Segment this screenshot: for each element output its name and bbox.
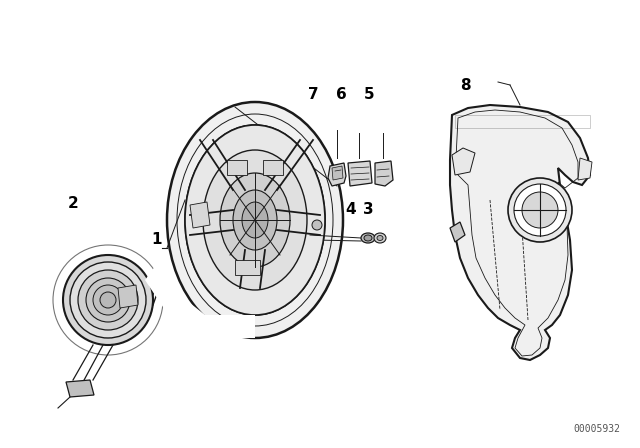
Ellipse shape [220, 173, 290, 267]
Ellipse shape [167, 102, 343, 338]
Text: 6: 6 [336, 86, 346, 102]
Polygon shape [375, 161, 393, 186]
Ellipse shape [63, 255, 153, 345]
Polygon shape [450, 222, 465, 242]
Text: 1: 1 [152, 232, 162, 247]
Ellipse shape [100, 292, 116, 308]
Ellipse shape [78, 270, 138, 330]
Ellipse shape [70, 262, 146, 338]
Polygon shape [227, 160, 247, 175]
Polygon shape [452, 148, 475, 175]
Text: 00005932: 00005932 [573, 424, 620, 434]
Ellipse shape [86, 278, 130, 322]
Text: 5: 5 [364, 86, 374, 102]
Ellipse shape [514, 184, 566, 236]
Polygon shape [578, 158, 592, 180]
Ellipse shape [374, 233, 386, 243]
Ellipse shape [312, 220, 322, 230]
Ellipse shape [522, 192, 558, 228]
Polygon shape [332, 166, 343, 180]
Ellipse shape [203, 150, 307, 290]
Polygon shape [66, 380, 94, 397]
Polygon shape [328, 163, 346, 186]
Ellipse shape [242, 202, 268, 238]
Polygon shape [235, 260, 260, 275]
Ellipse shape [93, 285, 123, 315]
Polygon shape [450, 105, 590, 360]
Text: 8: 8 [461, 78, 471, 93]
Ellipse shape [185, 125, 325, 315]
Ellipse shape [185, 125, 325, 315]
Polygon shape [190, 202, 210, 228]
Polygon shape [348, 161, 372, 186]
Ellipse shape [508, 178, 572, 242]
Polygon shape [145, 250, 255, 338]
Text: 3: 3 [363, 202, 373, 217]
Text: 2: 2 [68, 196, 79, 211]
Ellipse shape [233, 190, 277, 250]
Ellipse shape [361, 233, 375, 243]
Text: 4: 4 [346, 202, 356, 217]
Ellipse shape [377, 236, 383, 241]
Polygon shape [263, 160, 283, 175]
Text: 7: 7 [308, 86, 319, 102]
Ellipse shape [364, 235, 372, 241]
Polygon shape [118, 285, 138, 308]
